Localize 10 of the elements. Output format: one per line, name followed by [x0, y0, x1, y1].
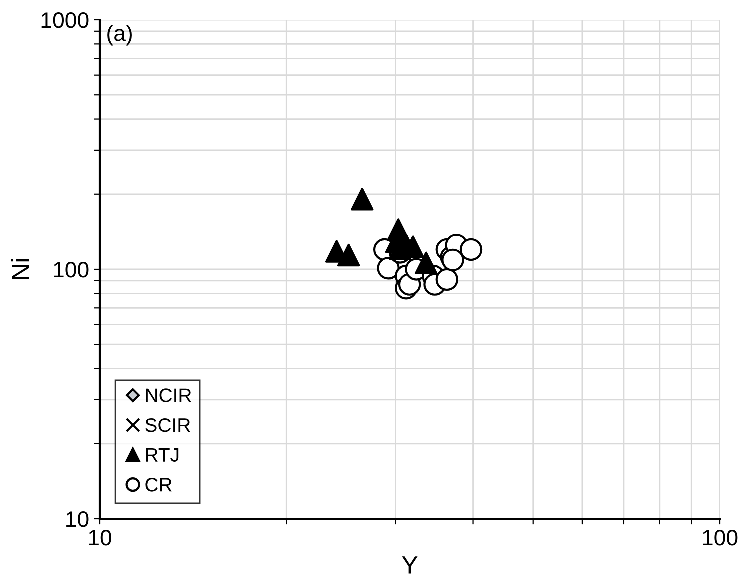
legend-label: RTJ [146, 448, 179, 462]
legend-label: CR [146, 478, 172, 492]
y-tick-label: 10 [66, 512, 89, 528]
y-tick-label: 1000 [42, 12, 89, 28]
x-axis-title: Y [402, 556, 418, 574]
legend-label: SCIR [146, 418, 190, 432]
legend-label: NCIR [146, 388, 192, 402]
y-tick-label: 100 [54, 262, 89, 278]
y-axis-title: Ni [11, 259, 30, 280]
annotation: (a) [108, 24, 132, 46]
